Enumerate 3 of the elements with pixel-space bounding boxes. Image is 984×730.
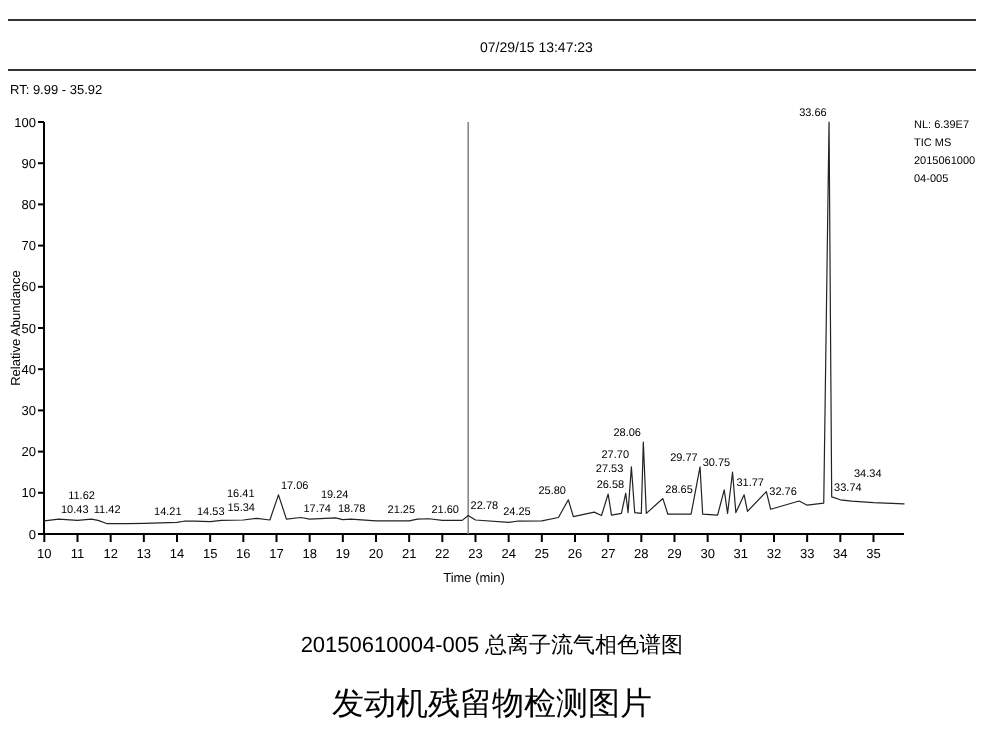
line-series [43, 121, 905, 525]
text: 发动机残留物检测图片 [332, 686, 652, 722]
text: 20150610004-005 总离子流气相色谱图 [300, 632, 684, 658]
